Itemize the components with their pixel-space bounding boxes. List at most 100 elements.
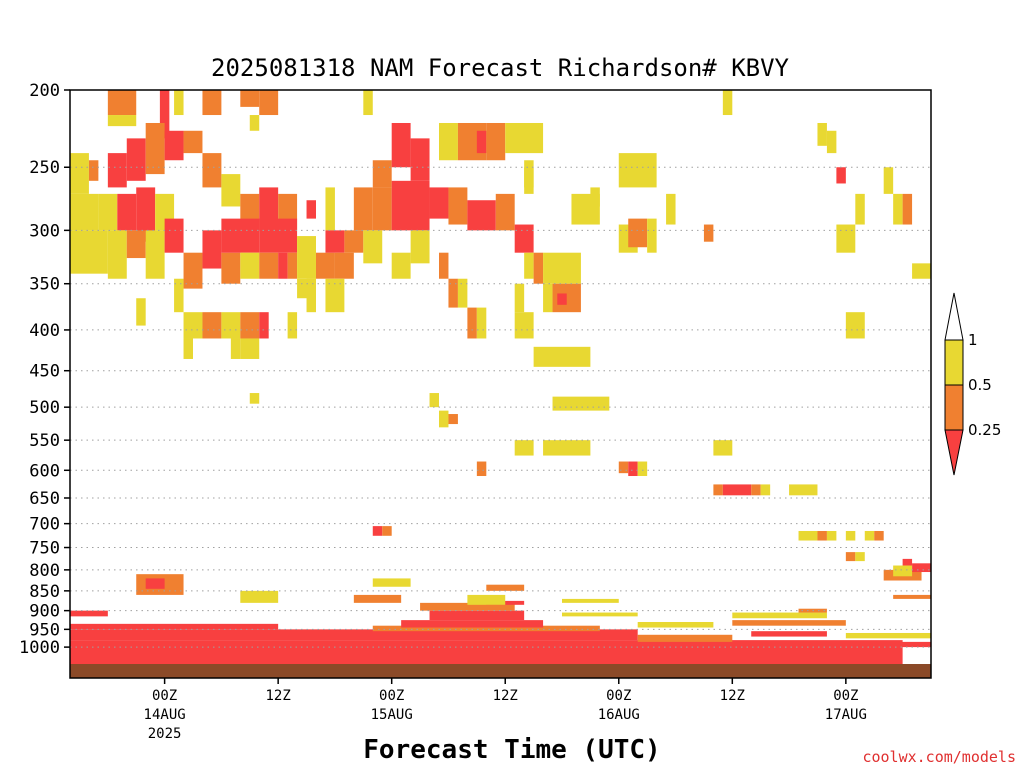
heatmap-cell <box>524 252 534 279</box>
heatmap-cell <box>448 278 458 308</box>
heatmap-cell <box>448 187 468 225</box>
heatmap-cell <box>174 90 184 116</box>
grid-lines <box>70 166 931 648</box>
heatmap-cell <box>429 187 449 219</box>
heatmap-cell <box>845 312 865 339</box>
heatmap-cell <box>855 552 865 562</box>
heatmap-cell <box>70 153 89 194</box>
heatmap-cell <box>505 122 544 154</box>
heatmap-cell <box>543 283 553 313</box>
heatmap-cell <box>557 293 567 305</box>
heatmap-cell <box>372 160 392 188</box>
credit-link[interactable]: coolwx.com/models <box>862 748 1016 766</box>
heatmap-cell <box>145 578 165 589</box>
heatmap-cell <box>628 218 648 248</box>
heatmap-cell <box>855 193 865 225</box>
heatmap-cell <box>278 252 288 279</box>
heatmap-cell <box>363 90 373 116</box>
heatmap-cell <box>457 278 468 308</box>
heatmap-cell <box>628 461 638 477</box>
heatmap-cell <box>372 578 411 587</box>
colorbar-label: 0.5 <box>968 376 992 394</box>
heatmap-cell <box>107 230 127 279</box>
heatmap-cell <box>334 252 354 279</box>
heatmap-cell <box>240 252 260 279</box>
heatmap-cell <box>183 312 203 339</box>
heatmap-cell <box>476 461 487 477</box>
heatmap-cell <box>221 312 241 339</box>
heatmap-cell <box>514 312 534 339</box>
x-tick-year: 2025 <box>148 726 182 742</box>
heatmap-cell <box>363 230 383 264</box>
heatmap-cell <box>893 565 913 577</box>
heatmap-cell <box>287 252 298 279</box>
heatmap-cell <box>344 230 364 253</box>
heatmap-cell <box>912 263 931 279</box>
heatmap-cell <box>429 610 525 621</box>
heatmap-cell <box>467 594 506 605</box>
heatmap-cell <box>533 252 544 284</box>
y-tick-label: 950 <box>29 620 60 640</box>
y-tick-label: 300 <box>29 221 60 241</box>
heatmap-cell <box>439 122 458 161</box>
heatmap-cell <box>98 193 118 231</box>
heatmap-cell <box>391 122 411 168</box>
heatmap-cell <box>439 252 449 279</box>
heatmap-cell <box>751 484 761 496</box>
heatmap-cell <box>325 187 335 231</box>
heatmap-cell <box>883 167 894 194</box>
x-tick-label: 12Z <box>493 688 518 704</box>
colorbar-segment <box>944 339 964 386</box>
heatmap-cell <box>164 130 184 161</box>
heatmap-cell <box>713 484 723 496</box>
heatmap-cell <box>836 224 856 253</box>
heatmap-cell <box>221 252 241 284</box>
heatmap-cell <box>836 167 846 184</box>
heatmap-cell <box>202 153 222 188</box>
heatmap-cell <box>249 115 260 131</box>
heatmap-cell <box>410 230 430 264</box>
heatmap-cell <box>703 224 714 242</box>
heatmap-cell <box>88 160 99 181</box>
heatmap-cell <box>372 625 600 632</box>
heatmap-cell <box>240 590 279 603</box>
heatmap-cell <box>439 410 449 428</box>
colorbar-bottom-arrow <box>944 429 964 476</box>
y-tick-label: 500 <box>29 398 60 418</box>
heatmap-cell <box>760 484 771 496</box>
ground-band <box>70 664 931 678</box>
heatmap-cell <box>107 115 137 127</box>
heatmap-cell <box>117 193 137 231</box>
heatmap-cell <box>845 530 856 541</box>
heatmap-cell <box>448 414 458 425</box>
heatmap-cell <box>391 180 430 231</box>
x-tick-label: 00Z <box>606 688 631 704</box>
y-tick-label: 400 <box>29 321 60 341</box>
x-tick-date: 16AUG <box>598 707 640 723</box>
heatmap-cell <box>533 346 591 367</box>
heatmap-cell <box>826 530 837 541</box>
heatmap-cell <box>902 558 913 566</box>
heatmap-cell <box>817 122 827 146</box>
heatmap-cell <box>70 610 108 617</box>
y-tick-label: 800 <box>29 561 60 581</box>
heatmap-cell <box>410 138 430 181</box>
heatmap-cell <box>70 193 99 231</box>
heatmap-cell <box>864 530 875 541</box>
heatmap-cell <box>514 440 534 456</box>
heatmap-cell <box>420 602 515 611</box>
heatmap-cell <box>259 312 269 339</box>
x-tick-label: 00Z <box>833 688 858 704</box>
heatmap-cell <box>107 153 127 188</box>
heatmap-cell <box>798 530 818 541</box>
y-tick-label: 850 <box>29 582 60 602</box>
heatmap-cell <box>107 90 137 116</box>
heatmap-cell <box>845 632 931 639</box>
heatmap-cell <box>70 640 903 664</box>
heatmap-cell <box>543 252 581 284</box>
heatmap-cell <box>136 298 146 326</box>
heatmap-cell <box>845 552 856 562</box>
heatmap-cell <box>476 307 487 339</box>
x-tick-label: 00Z <box>379 688 404 704</box>
